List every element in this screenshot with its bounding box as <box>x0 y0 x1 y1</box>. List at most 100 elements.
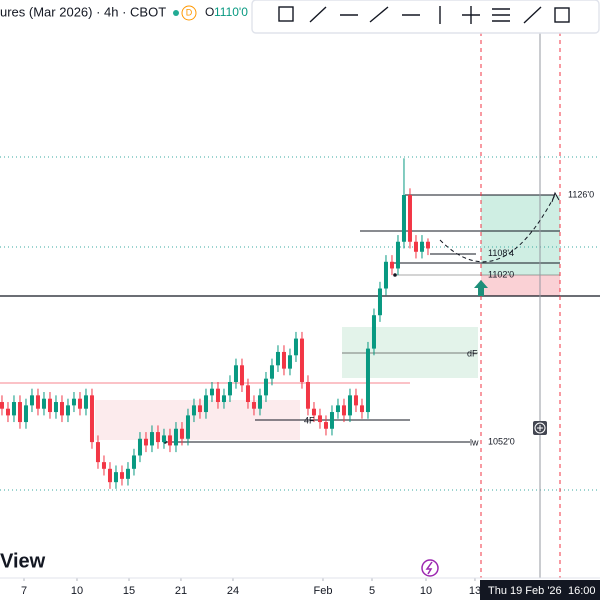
candle-body <box>287 355 292 369</box>
candle-body <box>173 428 178 446</box>
point <box>393 273 397 277</box>
badge <box>181 5 197 21</box>
candle-body <box>221 395 226 403</box>
candle-body <box>227 381 232 396</box>
candle-body <box>11 402 16 416</box>
candle-body <box>89 395 94 443</box>
candle-body <box>0 402 4 409</box>
candle-body <box>239 365 244 386</box>
candle-body <box>179 428 184 439</box>
candle-body <box>407 195 412 242</box>
target-zone <box>481 195 560 275</box>
drawing-label: lw <box>470 437 479 447</box>
x-tick-label: 24 <box>227 585 239 597</box>
crosshair-time: 16:00 <box>568 585 596 597</box>
candle-body <box>41 398 46 409</box>
candle-body <box>281 351 286 369</box>
candle-body <box>77 398 82 409</box>
candle-body <box>389 261 394 269</box>
candle-body <box>209 388 214 396</box>
candle-body <box>269 365 274 379</box>
candle-body <box>83 395 88 409</box>
candle-body <box>131 455 136 469</box>
candle-body <box>53 402 58 413</box>
x-tick-label: 5 <box>369 585 375 597</box>
candle-body <box>341 405 346 416</box>
badge-text: D <box>186 7 193 17</box>
watermark: View <box>0 550 46 572</box>
candle-body <box>263 378 268 396</box>
projection-path <box>439 194 556 263</box>
candle-body <box>215 388 220 403</box>
toolbar <box>251 0 600 34</box>
candle-body <box>119 472 124 479</box>
candle-body <box>17 402 22 423</box>
candle-body <box>335 405 340 413</box>
tool-icon[interactable] <box>523 6 542 24</box>
candle-body <box>347 395 352 416</box>
candle-body <box>395 241 400 269</box>
candle-body <box>125 468 130 479</box>
candle-body <box>233 365 238 382</box>
candle-body <box>251 402 256 409</box>
tool-icon[interactable] <box>309 6 327 23</box>
candle-body <box>95 442 100 463</box>
status-dot <box>173 10 179 16</box>
price-annotation: 1126'0 <box>568 189 594 199</box>
candle-body <box>305 381 310 409</box>
candle-body <box>113 472 118 483</box>
ohlc-value: 1110'0 <box>214 5 248 19</box>
price-annotation: 1052'0 <box>488 436 515 446</box>
candle-body <box>419 241 424 252</box>
candle-body <box>59 402 64 416</box>
candle-body <box>155 432 160 443</box>
zone <box>342 327 478 378</box>
toolbar-bg <box>251 0 600 34</box>
tool-icon[interactable] <box>554 7 570 23</box>
candle-body <box>191 405 196 416</box>
candle-body <box>383 261 388 289</box>
candle-body <box>137 438 142 456</box>
candle-body <box>365 348 370 413</box>
drawing-label: dF <box>467 348 478 358</box>
tool-icon[interactable] <box>278 6 294 22</box>
x-tick-label: 7 <box>21 585 27 597</box>
x-tick-label: 21 <box>175 585 187 597</box>
crosshair-label <box>480 580 600 600</box>
candle-body <box>377 288 382 316</box>
drawing-label: 4F <box>304 415 315 425</box>
tool-icon[interactable] <box>492 8 510 22</box>
candle-body <box>185 415 190 439</box>
tool-icon[interactable] <box>369 6 389 23</box>
crosshair-date: Thu 19 Feb '26 <box>488 585 562 597</box>
candle-body <box>359 405 364 413</box>
candle-body <box>329 412 334 429</box>
candle-body <box>197 405 202 413</box>
candle-body <box>5 408 10 416</box>
lightning-bolt <box>425 561 433 575</box>
candle-body <box>323 422 328 429</box>
candle-body <box>65 405 70 416</box>
x-tick-label: 10 <box>71 585 83 597</box>
candle-body <box>299 338 304 382</box>
candle-body <box>311 408 316 416</box>
candle-body <box>101 462 106 469</box>
candle-body <box>47 398 52 413</box>
arrow-head <box>551 191 560 203</box>
candle-body <box>257 395 262 409</box>
candle-body <box>353 395 358 406</box>
candle-body <box>35 395 40 409</box>
candle-body <box>401 195 406 242</box>
candle-body <box>317 415 322 423</box>
candle-body <box>23 405 28 423</box>
candle-body <box>107 468 112 483</box>
price-annotation: 1102'0 <box>488 270 514 280</box>
candle-body <box>371 315 376 349</box>
candle-body <box>143 438 148 446</box>
add-icon <box>537 425 543 431</box>
lightning-icon[interactable] <box>421 559 439 577</box>
candle-body <box>245 385 250 403</box>
candle-body <box>71 398 76 406</box>
